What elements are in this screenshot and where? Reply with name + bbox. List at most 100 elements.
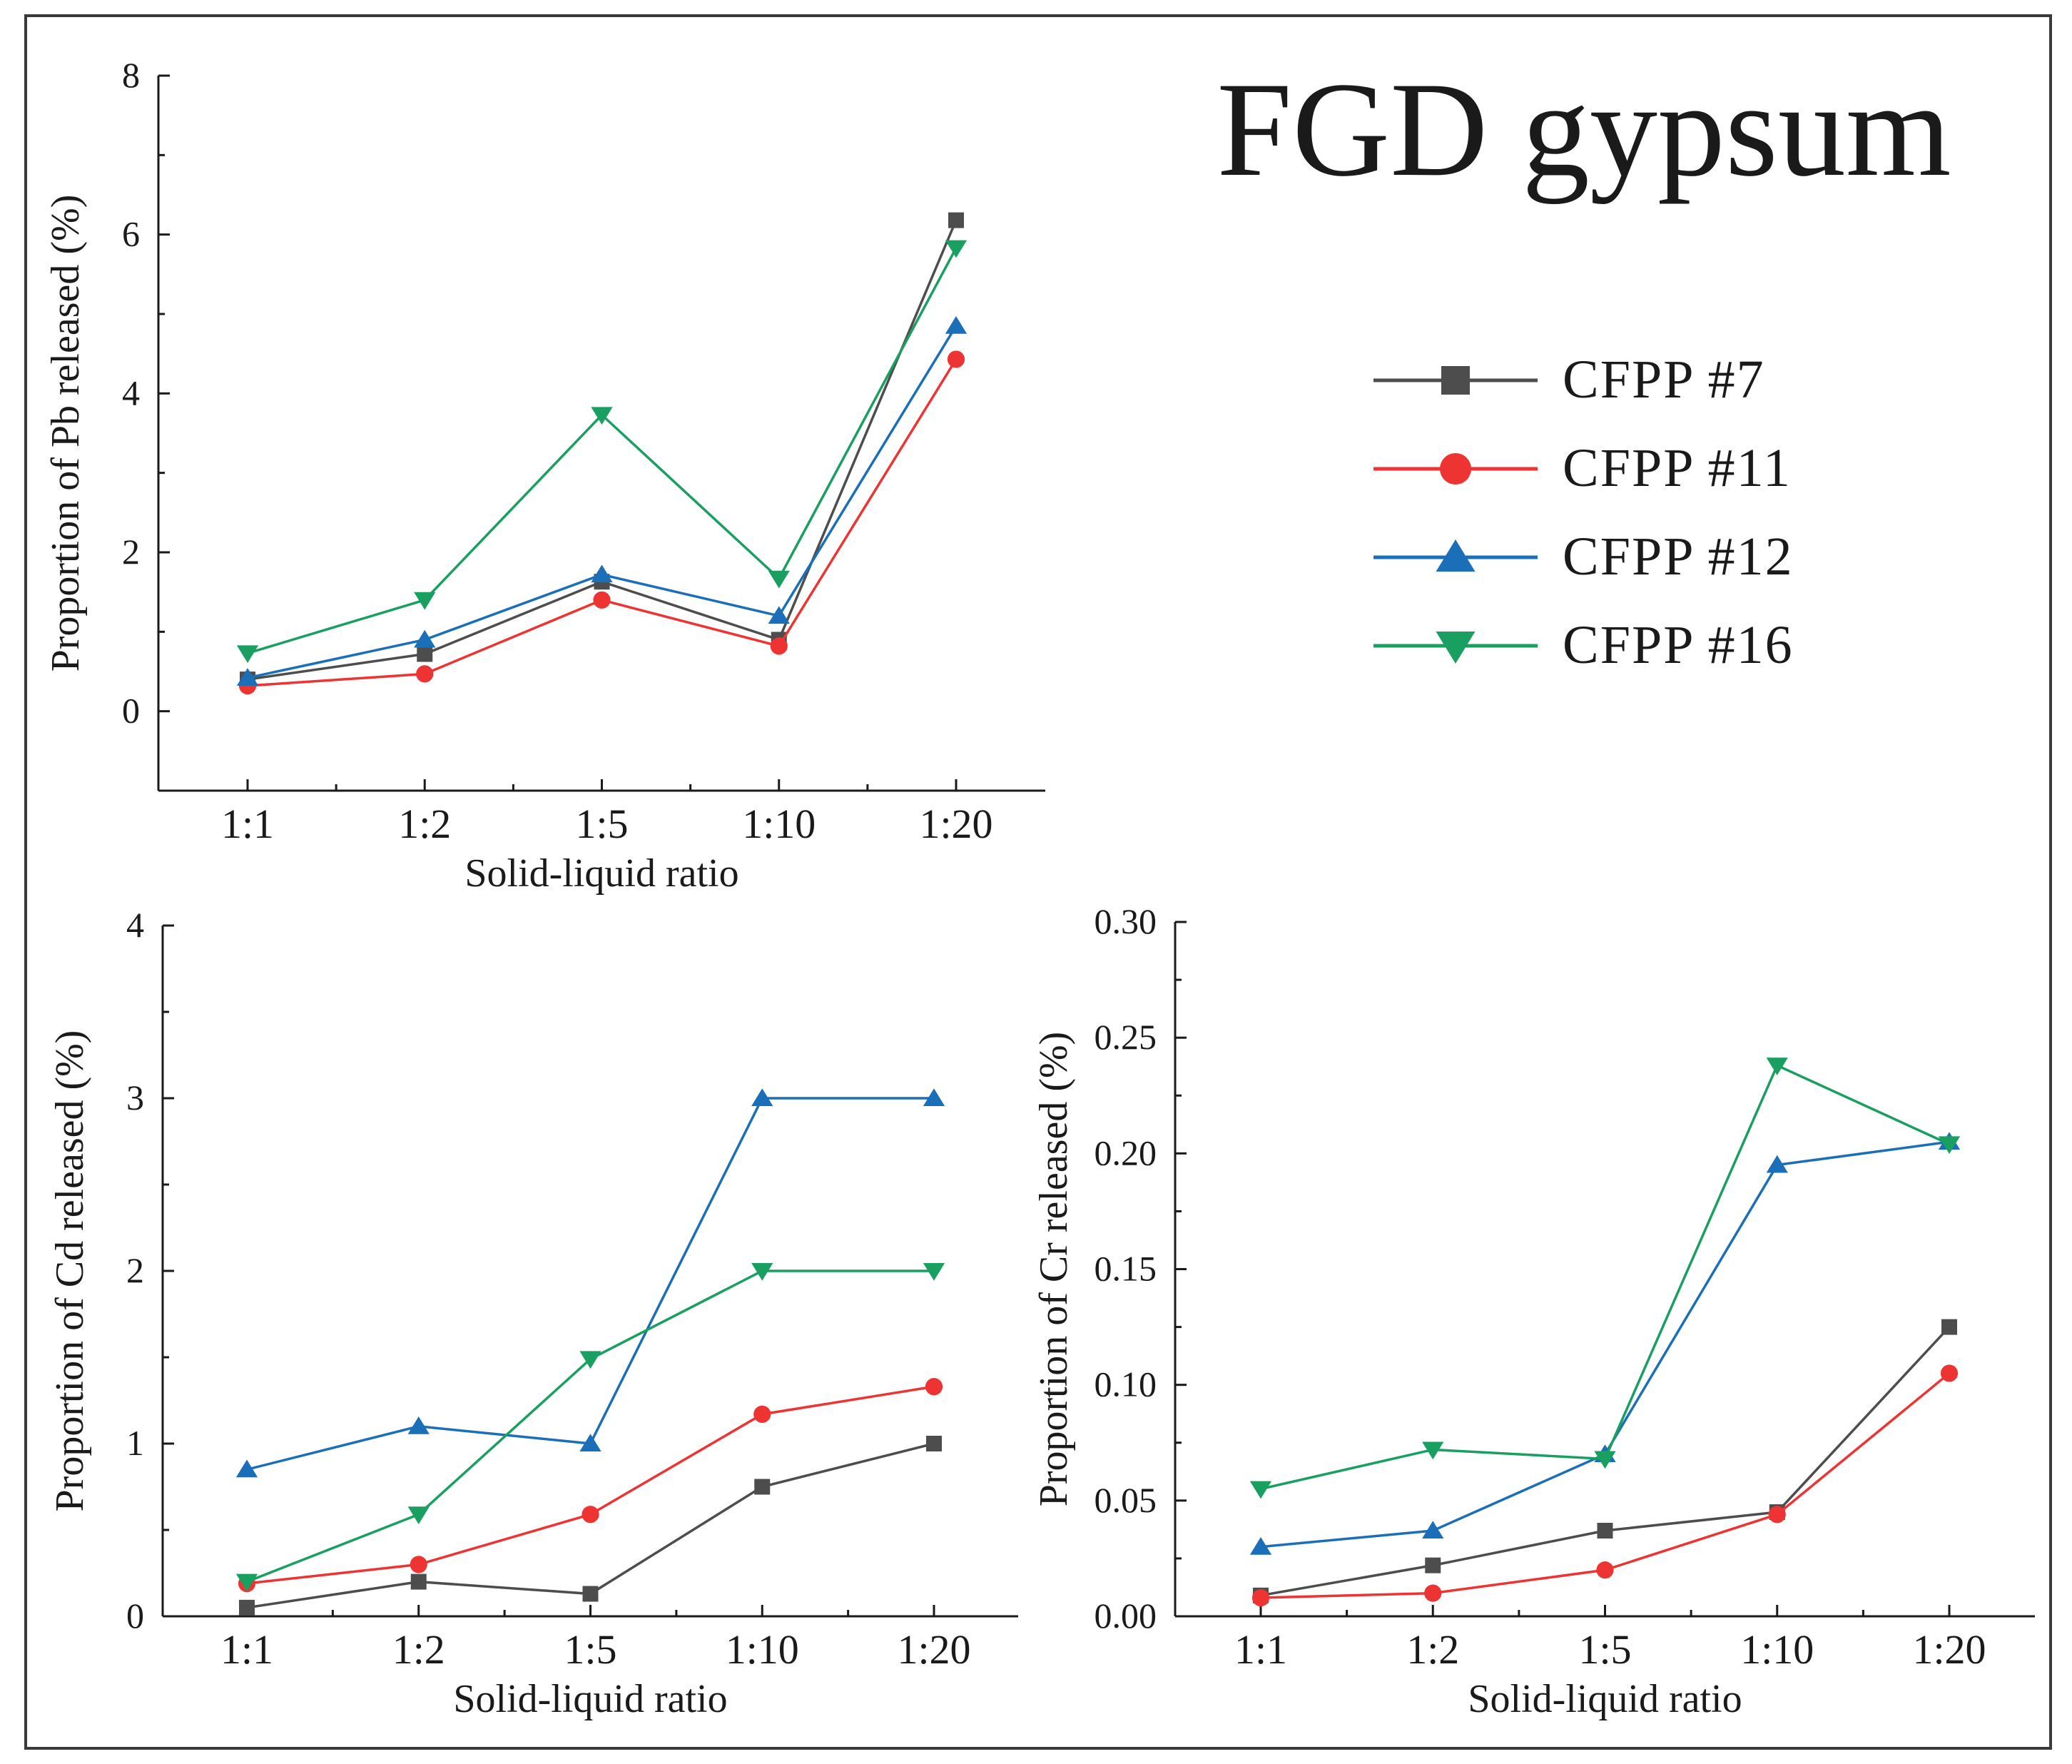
data-point-cfpp-16 [923, 1263, 945, 1281]
data-point-cfpp-16 [1249, 1481, 1272, 1499]
legend-label: CFPP #11 [1563, 438, 1792, 498]
data-point-cfpp-11 [1251, 1588, 1270, 1607]
series-cd-cfpp-11 [238, 1378, 943, 1593]
series-line-cfpp-16 [1260, 1063, 1950, 1491]
legend-marker-circle [1440, 453, 1471, 485]
data-point-cfpp-16 [235, 1573, 258, 1592]
y-tick-label-pb: 2 [122, 532, 140, 572]
data-point-cfpp-12 [579, 1434, 601, 1451]
x-tick-label-cr: 1:1 [1234, 1626, 1287, 1673]
y-tick-label-cd: 2 [126, 1250, 144, 1290]
x-axis-title-pb: Solid-liquid ratio [464, 851, 738, 896]
y-tick-label-pb: 6 [122, 214, 140, 254]
data-point-cfpp-16 [1422, 1441, 1444, 1460]
x-tick-label-cr: 1:2 [1406, 1626, 1459, 1673]
data-point-cfpp-16 [768, 570, 790, 589]
y-tick-label-cd: 3 [126, 1078, 144, 1117]
x-tick-label-cd: 1:2 [392, 1626, 445, 1673]
x-tick-label-cr: 1:10 [1740, 1626, 1814, 1673]
series-line-cfpp-7 [246, 1442, 935, 1609]
figure-title: FGD gypsum [1217, 55, 1951, 205]
data-point-cfpp-7 [1941, 1319, 1957, 1335]
data-point-cfpp-7 [239, 1599, 255, 1616]
data-point-cfpp-16 [579, 1351, 601, 1369]
x-tick-label-cd: 1:10 [726, 1626, 799, 1673]
chart-cr: 0.00 0.05 0.10 0.15 0.20 0.25 0.30 1:1 1:2 1:5 1:1… [1032, 901, 2035, 1721]
data-point-cfpp-16 [591, 407, 613, 425]
data-point-cfpp-16 [407, 1506, 430, 1524]
legend: CFPP #7 CFPP #11 CFPP #12 CFPP #16 [1373, 350, 1794, 675]
legend-marker-triangle-up [1436, 539, 1476, 572]
data-point-cfpp-7 [1597, 1522, 1613, 1539]
data-point-cfpp-16 [945, 240, 968, 258]
data-point-cfpp-12 [414, 629, 436, 648]
y-tick-label-cr: 0.10 [1095, 1364, 1157, 1404]
data-point-cfpp-11 [582, 1506, 599, 1524]
data-point-cfpp-12 [591, 564, 613, 583]
data-point-cfpp-12 [235, 1459, 258, 1478]
legend-item-cfpp-7: CFPP #7 [1373, 350, 1765, 410]
legend-item-cfpp-16: CFPP #16 [1373, 615, 1792, 675]
legend-label: CFPP #12 [1563, 527, 1794, 587]
chart-pb: 0 2 4 6 8 1:1 1:2 1:5 1:10 1:20 Solid-liquid ratio… [44, 55, 1045, 896]
series-line-cfpp-12 [1260, 1140, 1950, 1548]
y-axis-title-pb: Proportion of Pb released (%) [44, 195, 88, 672]
y-tick-label-pb: 4 [122, 372, 140, 412]
figure-frame [24, 14, 2052, 1750]
y-tick-label-cd: 1 [126, 1423, 144, 1463]
y-tick-label-cd: 4 [126, 905, 144, 945]
series-line-cfpp-12 [246, 1097, 934, 1471]
data-point-cfpp-12 [1249, 1536, 1272, 1555]
series-line-cfpp-7 [247, 219, 958, 681]
data-point-cfpp-16 [1766, 1058, 1788, 1075]
x-tick-label-pb: 1:10 [742, 801, 816, 847]
y-tick-label-cr: 0.00 [1095, 1596, 1157, 1636]
series-pb-cfpp-16 [236, 240, 968, 664]
series-line-cfpp-11 [246, 1385, 935, 1585]
legend-item-cfpp-12: CFPP #12 [1373, 527, 1794, 587]
x-tick-label-cd: 1:20 [897, 1626, 970, 1673]
y-tick-label-cr: 0.05 [1095, 1480, 1157, 1520]
data-point-cfpp-11 [947, 350, 965, 368]
series-pb-cfpp-7 [240, 212, 964, 688]
x-tick-label-cd: 1:1 [220, 1626, 273, 1673]
y-tick-label-pb: 0 [122, 691, 140, 731]
y-axis-title-cr: Proportion of Cr released (%) [1032, 1032, 1076, 1507]
data-point-cfpp-12 [751, 1088, 773, 1106]
data-point-cfpp-11 [753, 1405, 771, 1423]
x-axis-title-cr: Solid-liquid ratio [1468, 1677, 1742, 1721]
data-point-cfpp-7 [410, 1573, 427, 1590]
legend-label: CFPP #7 [1563, 350, 1765, 410]
data-point-cfpp-7 [1425, 1557, 1441, 1573]
data-point-cfpp-11 [925, 1378, 943, 1396]
y-tick-label-cr: 0.20 [1095, 1132, 1157, 1172]
data-point-cfpp-12 [1422, 1521, 1444, 1539]
data-point-cfpp-11 [1424, 1584, 1442, 1602]
data-point-cfpp-7 [754, 1479, 771, 1495]
y-tick-label-cr: 0.25 [1095, 1017, 1157, 1057]
data-point-cfpp-12 [1766, 1155, 1788, 1173]
data-point-cfpp-11 [593, 591, 611, 609]
data-point-cfpp-12 [407, 1416, 430, 1434]
data-point-cfpp-12 [236, 668, 259, 686]
series-cd-cfpp-16 [235, 1263, 945, 1592]
data-point-cfpp-7 [417, 646, 433, 662]
series-cr-cfpp-12 [1249, 1132, 1961, 1555]
data-point-cfpp-11 [1596, 1561, 1614, 1579]
y-tick-label-pb: 8 [122, 55, 140, 95]
y-tick-label-cd: 0 [126, 1596, 144, 1636]
x-tick-label-pb: 1:2 [398, 801, 451, 847]
legend-marker-triangle-down [1436, 632, 1476, 664]
series-line-cfpp-12 [247, 325, 958, 679]
data-point-cfpp-16 [414, 592, 436, 610]
data-point-cfpp-11 [770, 637, 788, 655]
legend-marker-square [1441, 366, 1470, 395]
series-pb-cfpp-11 [238, 350, 965, 695]
series-line-cfpp-16 [246, 1269, 934, 1583]
data-point-cfpp-11 [1940, 1364, 1959, 1382]
data-point-cfpp-12 [945, 315, 968, 334]
data-point-cfpp-16 [1594, 1451, 1616, 1469]
series-cr-cfpp-16 [1249, 1058, 1961, 1499]
